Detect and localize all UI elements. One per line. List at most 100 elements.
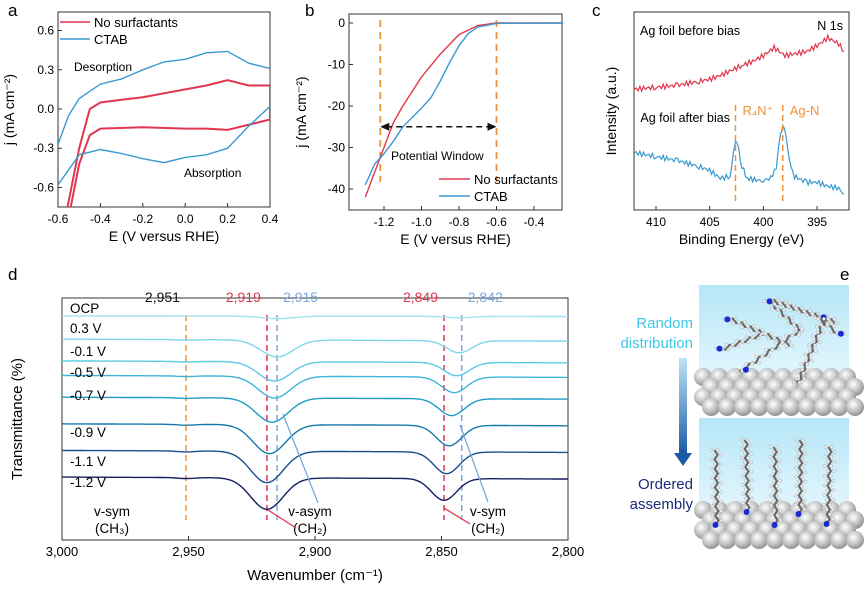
hydrogen-atom bbox=[832, 459, 836, 464]
hydrogen-atom bbox=[797, 470, 801, 475]
plot-frame bbox=[348, 13, 563, 211]
hydrogen-atom bbox=[772, 469, 776, 474]
hydrogen-atom bbox=[719, 509, 724, 513]
hydrogen-atom bbox=[803, 489, 807, 493]
ag-atom bbox=[814, 398, 832, 416]
panel-letter-c: c bbox=[592, 1, 601, 20]
hydrogen-atom bbox=[800, 456, 805, 461]
hydrogen-atom bbox=[800, 306, 804, 311]
hydrogen-atom bbox=[793, 502, 798, 507]
hydrogen-atom bbox=[815, 324, 819, 329]
hydrogen-atom bbox=[772, 508, 777, 513]
y-tick-label: 0 bbox=[338, 16, 345, 30]
hydrogen-atom bbox=[769, 513, 774, 518]
hydrogen-atom bbox=[817, 334, 821, 338]
peak-position-label: 2,951 bbox=[145, 289, 180, 305]
hydrogen-atom bbox=[743, 320, 747, 325]
hydrogen-atom bbox=[750, 496, 754, 501]
hydrogen-atom bbox=[743, 451, 747, 456]
transition-arrow-shaft bbox=[679, 358, 687, 453]
hydrogen-atom bbox=[797, 461, 802, 465]
hydrogen-atom bbox=[740, 456, 744, 460]
hydrogen-atom bbox=[744, 505, 749, 510]
hydrogen-atom bbox=[775, 464, 779, 469]
ftir-spectrum bbox=[62, 360, 569, 382]
x-tick-label: 2,950 bbox=[172, 544, 205, 559]
hydrogen-atom bbox=[724, 342, 729, 347]
ag-atom bbox=[718, 531, 736, 549]
ftir-spectrum bbox=[62, 338, 568, 358]
hydrogen-atom bbox=[775, 503, 780, 508]
hydrogen-atom bbox=[740, 474, 745, 478]
hydrogen-atom bbox=[744, 496, 748, 501]
hydrogen-atom bbox=[769, 493, 773, 498]
hydrogen-atom bbox=[828, 502, 832, 507]
hydrogen-atom bbox=[774, 454, 779, 459]
random-label-2: distribution bbox=[620, 335, 693, 352]
chart-a-cv: -0.6 -0.4 -0.2 0.0 0.2 0.4 0.6 0.3 0.0 -0.3 -0.6 E … bbox=[1, 11, 279, 244]
hydrogen-atom bbox=[799, 362, 804, 366]
hydrogen-atom bbox=[808, 309, 812, 313]
hydrogen-atom bbox=[718, 452, 723, 457]
hydrogen-atom bbox=[760, 331, 765, 336]
hydrogen-atom bbox=[776, 308, 780, 313]
y-tick-label: -0.3 bbox=[33, 141, 54, 155]
hydrogen-atom bbox=[739, 438, 744, 442]
hydrogen-atom bbox=[811, 339, 816, 344]
hydrogen-atom bbox=[832, 324, 836, 329]
hydrogen-atom bbox=[716, 485, 720, 490]
panel-e-illustration: Random distribution Ordered assembly bbox=[620, 285, 864, 549]
series-line-no-surfactants bbox=[364, 22, 564, 198]
x-tick-label: -1.2 bbox=[374, 215, 395, 229]
nitrogen-atom bbox=[742, 366, 749, 373]
hydrogen-atom bbox=[822, 483, 827, 488]
ordered-label-2: assembly bbox=[630, 496, 694, 513]
hydrogen-atom bbox=[802, 377, 807, 381]
hydrogen-atom bbox=[829, 454, 834, 459]
alkyl-chain bbox=[825, 446, 833, 525]
hydrogen-atom bbox=[767, 353, 771, 358]
hydrogen-atom bbox=[831, 507, 835, 512]
spectrum-potential-label: -1.2 V bbox=[70, 475, 106, 490]
hydrogen-atom bbox=[746, 474, 751, 478]
hydrogen-atom bbox=[792, 303, 796, 308]
hydrogen-atom bbox=[829, 464, 833, 469]
hydrogen-atom bbox=[816, 311, 821, 316]
hydrogen-atom bbox=[822, 493, 827, 497]
hydrogen-atom bbox=[710, 466, 714, 471]
hydrogen-atom bbox=[713, 471, 717, 476]
spectrum-potential-label: -0.1 V bbox=[70, 344, 106, 359]
hydrogen-atom bbox=[775, 513, 780, 518]
hydrogen-atom bbox=[806, 367, 811, 372]
desorption-label: Desorption bbox=[74, 60, 132, 74]
x-tick-label: 0.2 bbox=[219, 212, 236, 226]
hydrogen-atom bbox=[743, 460, 747, 465]
ftir-spectrum bbox=[62, 449, 568, 484]
hydrogen-atom bbox=[751, 324, 756, 329]
hydrogen-atom bbox=[800, 493, 804, 498]
ftir-spectrum bbox=[62, 315, 568, 320]
hydrogen-atom bbox=[778, 479, 782, 483]
y-axis-title: Transmittance (%) bbox=[9, 358, 26, 480]
hydrogen-atom bbox=[810, 311, 815, 316]
ag-atom bbox=[750, 398, 768, 416]
hydrogen-atom bbox=[754, 354, 758, 359]
hydrogen-atom bbox=[828, 493, 833, 497]
ag-atom bbox=[702, 398, 720, 416]
hydrogen-atom bbox=[822, 512, 826, 517]
hydrogen-atom bbox=[804, 358, 808, 363]
hydrogen-atom bbox=[777, 450, 782, 454]
after-bias-label: Ag foil after bias bbox=[640, 111, 730, 125]
ftir-spectrum bbox=[62, 374, 568, 399]
hydrogen-atom bbox=[784, 333, 788, 338]
hydrogen-atom bbox=[794, 465, 798, 470]
hydrogen-atom bbox=[745, 438, 750, 442]
hydrogen-atom bbox=[797, 479, 801, 484]
hydrogen-atom bbox=[750, 335, 755, 340]
hydrogen-atom bbox=[772, 498, 777, 503]
hydrogen-atom bbox=[768, 445, 773, 449]
plot-frame bbox=[633, 11, 850, 211]
hydrogen-atom bbox=[743, 478, 748, 483]
transition-arrow-head bbox=[674, 453, 692, 466]
hydrogen-atom bbox=[715, 457, 720, 462]
